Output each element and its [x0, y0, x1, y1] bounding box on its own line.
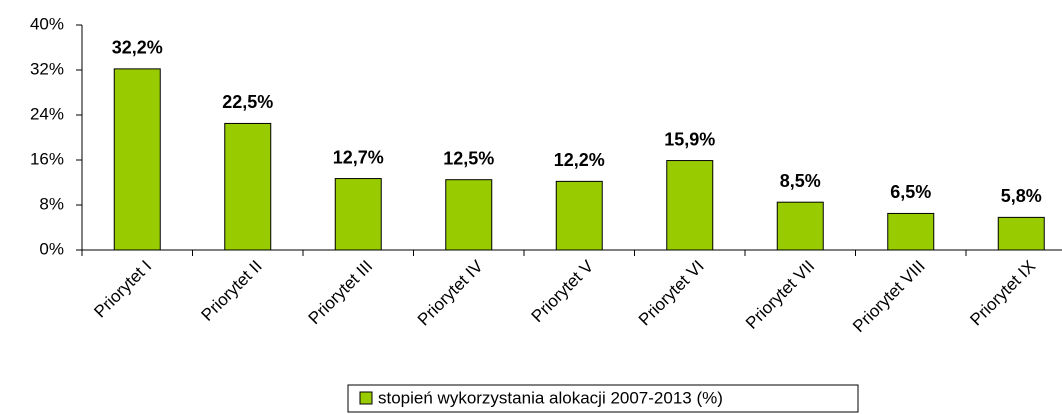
x-tick-label: Priorytet IX — [966, 257, 1039, 330]
y-tick-label: 24% — [30, 104, 64, 123]
x-tick-label: Priorytet V — [528, 256, 598, 326]
value-label: 5,8% — [1001, 186, 1042, 206]
value-label: 8,5% — [780, 171, 821, 191]
y-tick-label: 8% — [39, 194, 64, 213]
value-label: 12,7% — [333, 147, 384, 167]
value-label: 15,9% — [664, 129, 715, 149]
bar — [887, 212, 935, 251]
bar — [113, 68, 161, 251]
value-label: 32,2% — [112, 38, 163, 58]
bar — [997, 216, 1045, 251]
x-tick-label: Priorytet IV — [414, 256, 487, 329]
bar — [334, 178, 382, 251]
y-tick-label: 16% — [30, 149, 64, 168]
x-tick-label: Priorytet II — [198, 257, 266, 325]
legend-box — [347, 384, 859, 413]
bar — [666, 160, 714, 251]
y-tick-label: 32% — [30, 59, 64, 78]
y-tick-label: 0% — [39, 239, 64, 258]
bar — [224, 122, 272, 251]
x-tick-label: Priorytet VI — [635, 257, 708, 330]
legend-label: stopień wykorzystania alokacji 2007-2013… — [378, 388, 723, 407]
y-tick-label: 40% — [30, 14, 64, 33]
value-label: 6,5% — [890, 182, 931, 202]
x-tick-label: Priorytet VIII — [849, 257, 929, 337]
x-tick-label: Priorytet VII — [742, 257, 818, 333]
value-label: 22,5% — [222, 92, 273, 112]
value-label: 12,5% — [443, 148, 494, 168]
bar — [776, 201, 824, 251]
bar — [555, 180, 603, 251]
x-tick-label: Priorytet III — [305, 257, 377, 329]
bar — [445, 179, 493, 251]
x-tick-label: Priorytet I — [90, 257, 155, 322]
value-label: 12,2% — [554, 150, 605, 170]
legend-swatch — [359, 391, 373, 405]
